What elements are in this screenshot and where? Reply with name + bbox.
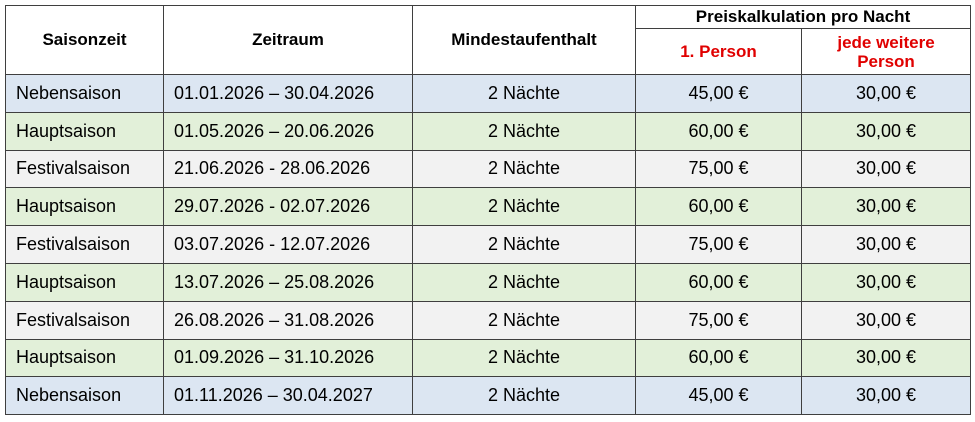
table-row: Nebensaison 01.11.2026 – 30.04.2027 2 Näch… (5, 376, 972, 416)
table-row: Festivalsaison 26.08.2026 – 31.08.2026 2 N… (5, 300, 972, 340)
table-cell: 2 Nächte (412, 225, 636, 264)
table-cell: 30,00 € (800, 225, 972, 264)
table-row: Hauptsaison 29.07.2026 - 02.07.2026 2 Näch… (5, 187, 972, 227)
table-body: Nebensaison 01.01.2026 – 30.04.2026 2 Näch… (5, 74, 972, 416)
table-cell: Hauptsaison (5, 187, 164, 227)
price-table: Saisonzeit Zeitraum Mindestaufenthalt Pr… (5, 5, 972, 416)
header-cell: Mindestaufenthalt (412, 5, 636, 75)
table-cell: 01.09.2026 – 31.10.2026 (163, 338, 413, 378)
table-cell: Festivalsaison (5, 300, 164, 340)
header-cell: Zeitraum (163, 5, 413, 75)
table-cell: 30,00 € (800, 338, 972, 378)
table-cell: Nebensaison (5, 376, 164, 416)
table-cell: Festivalsaison (5, 225, 164, 264)
table-cell: 26.08.2026 – 31.08.2026 (163, 300, 413, 340)
table-row: Nebensaison 01.01.2026 – 30.04.2026 2 Näch… (5, 74, 972, 113)
table-cell: 30,00 € (800, 149, 972, 189)
table-cell: 21.06.2026 - 28.06.2026 (163, 149, 413, 189)
table-cell: Hauptsaison (5, 338, 164, 378)
table-row: Hauptsaison 01.09.2026 – 31.10.2026 2 Näch… (5, 338, 972, 378)
table-cell: Nebensaison (5, 74, 164, 113)
table-cell: 60,00 € (635, 187, 802, 227)
table-cell: 30,00 € (800, 376, 972, 416)
table-cell: 60,00 € (635, 338, 802, 378)
table-cell: 75,00 € (635, 225, 802, 264)
table-cell: 2 Nächte (412, 187, 636, 227)
table-cell: 75,00 € (635, 149, 802, 189)
table-cell: 30,00 € (800, 187, 972, 227)
table-cell: Hauptsaison (5, 111, 164, 151)
table-cell: 2 Nächte (412, 74, 636, 113)
table-cell: 30,00 € (800, 74, 972, 113)
table-cell: 29.07.2026 - 02.07.2026 (163, 187, 413, 227)
table-cell: 2 Nächte (412, 149, 636, 189)
table-cell: 45,00 € (635, 376, 802, 416)
table-cell: 2 Nächte (412, 376, 636, 416)
table-cell: 2 Nächte (412, 338, 636, 378)
table-row: Festivalsaison 03.07.2026 - 12.07.2026 2 N… (5, 225, 972, 264)
table-cell: 30,00 € (800, 111, 972, 151)
table-cell: Festivalsaison (5, 149, 164, 189)
table-cell: 2 Nächte (412, 111, 636, 151)
table-cell: 60,00 € (635, 111, 802, 151)
header-group: Preiskalkulation pro Nacht (634, 5, 972, 29)
table-cell: Hauptsaison (5, 262, 164, 302)
table-row: Hauptsaison 01.05.2026 – 20.06.2026 2 Näch… (5, 111, 972, 151)
table-cell: 13.07.2026 – 25.08.2026 (163, 262, 413, 302)
header-cell: jede weitere Person (800, 28, 972, 75)
table-row: Hauptsaison 13.07.2026 – 25.08.2026 2 Näch… (5, 262, 972, 302)
header-cell: 1. Person (635, 28, 802, 75)
table-row: Festivalsaison 21.06.2026 - 28.06.2026 2 N… (5, 149, 972, 189)
table-cell: 01.05.2026 – 20.06.2026 (163, 111, 413, 151)
table-cell: 01.11.2026 – 30.04.2027 (163, 376, 413, 416)
table-cell: 45,00 € (635, 74, 802, 113)
table-cell: 30,00 € (800, 300, 972, 340)
table-cell: 60,00 € (635, 262, 802, 302)
table-cell: 30,00 € (800, 262, 972, 302)
table-cell: 01.01.2026 – 30.04.2026 (163, 74, 413, 113)
table-cell: 2 Nächte (412, 262, 636, 302)
table-cell: 03.07.2026 - 12.07.2026 (163, 225, 413, 264)
table-cell: 75,00 € (635, 300, 802, 340)
table-cell: 2 Nächte (412, 300, 636, 340)
header-cell: Saisonzeit (5, 5, 164, 75)
